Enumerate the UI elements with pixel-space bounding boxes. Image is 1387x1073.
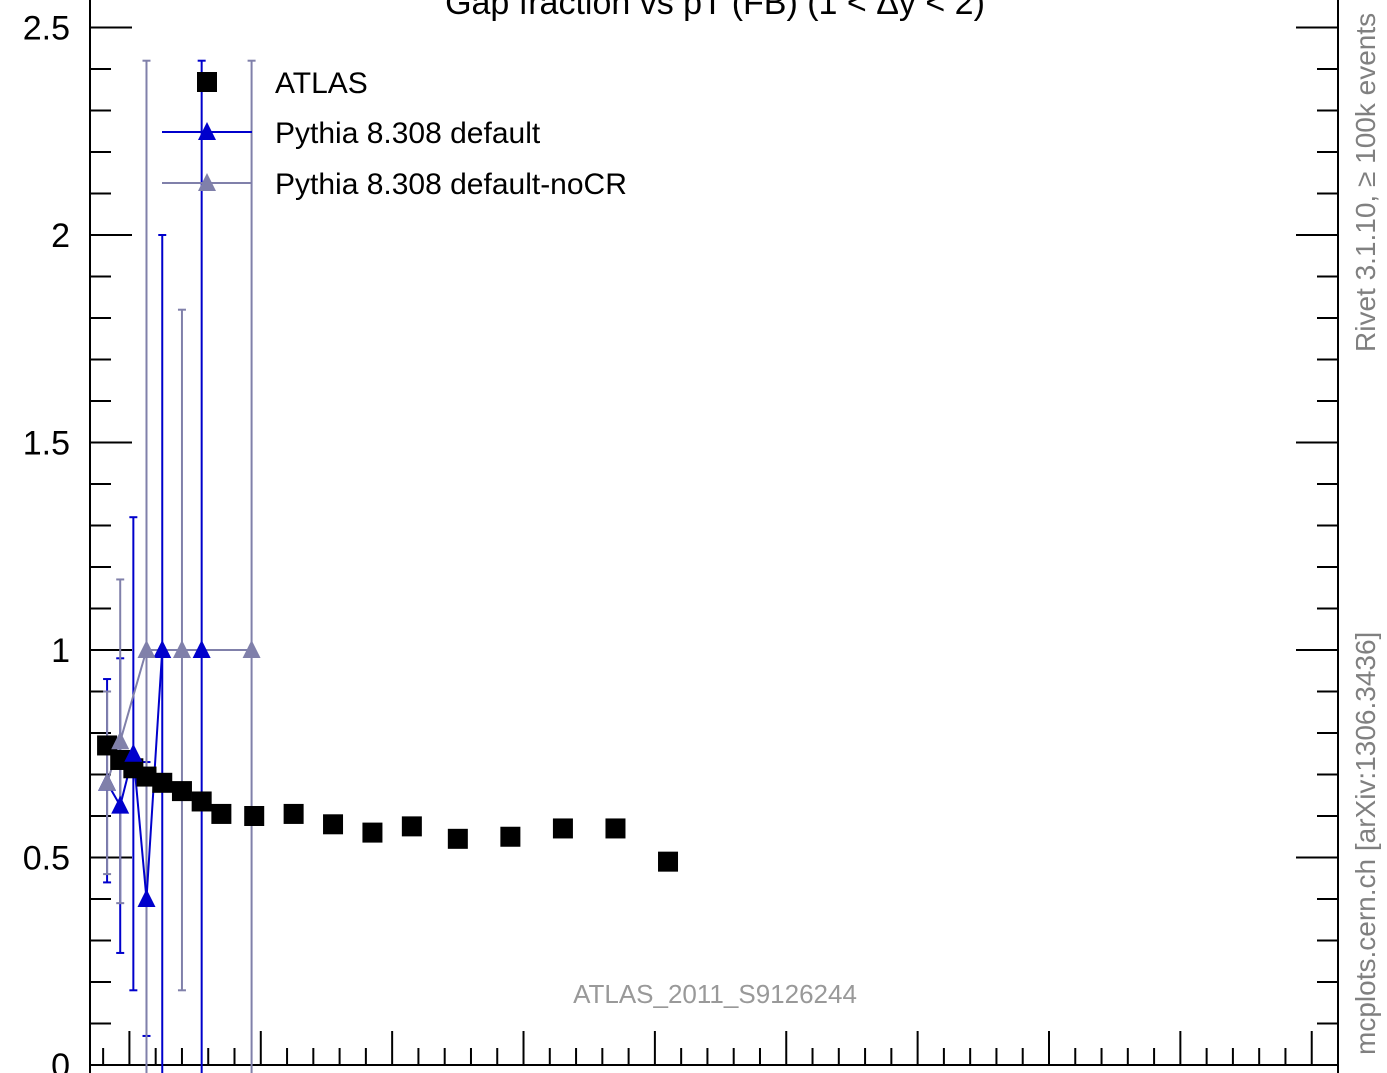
legend-marker-square [197, 72, 217, 92]
legend-marker-triangle [198, 122, 216, 140]
data-point-triangle [153, 640, 172, 658]
data-point-triangle [192, 640, 211, 658]
data-point-triangle [137, 640, 156, 658]
data-point-square [171, 781, 192, 802]
data-point-triangle [172, 640, 191, 658]
data-point-triangle [111, 795, 130, 814]
data-point-triangle [137, 889, 156, 907]
legend-marker-triangle [198, 173, 216, 191]
y-tick-label: 1.5 [23, 425, 70, 463]
data-point-triangle [98, 772, 117, 791]
data-point-square [152, 772, 173, 793]
data-point-triangle [111, 731, 130, 750]
legend: ATLAS Pythia 8.308 default Pythia 8.308 de… [162, 67, 627, 201]
data-points [97, 640, 679, 907]
y-tick-label: 0.5 [23, 840, 70, 878]
data-point-square [500, 826, 521, 847]
y-tick-label: 2.5 [23, 10, 70, 48]
data-point-square [401, 816, 422, 837]
legend-entry: ATLAS [275, 67, 368, 100]
rivet-version-label: Rivet 3.1.10, ≥ 100k events [1350, 13, 1381, 352]
data-point-square [191, 791, 212, 812]
y-tick-labels: 0 0.5 1 1.5 2 2.5 [23, 10, 70, 1073]
data-point-square [362, 822, 383, 843]
chart-title: Gap fraction vs pT (FB) (1 < Δy < 2) [445, 0, 985, 22]
mcplots-source-label: mcplots.cern.ch [arXiv:1306.3436] [1350, 632, 1381, 1055]
data-point-triangle [242, 640, 261, 658]
plot-frame [89, 0, 1339, 1073]
data-point-triangle [124, 743, 143, 762]
legend-entry: Pythia 8.308 default [275, 117, 541, 150]
data-point-square [605, 818, 626, 839]
data-point-square [136, 766, 157, 787]
data-point-square [244, 806, 265, 826]
data-point-square [658, 851, 679, 872]
analysis-id-annotation: ATLAS_2011_S9126244 [573, 979, 857, 1009]
y-tick-label: 2 [51, 217, 70, 255]
data-point-square [323, 814, 344, 835]
data-point-square [283, 803, 304, 824]
data-point-square [211, 803, 232, 824]
y-tick-label: 1 [51, 632, 70, 670]
legend-entry: Pythia 8.308 default-noCR [275, 168, 627, 201]
y-tick-label: 0 [51, 1047, 70, 1073]
data-point-square [447, 828, 468, 849]
error-bars [103, 59, 256, 1073]
data-point-square [552, 818, 573, 839]
axis-ticks [90, 26, 1339, 1066]
